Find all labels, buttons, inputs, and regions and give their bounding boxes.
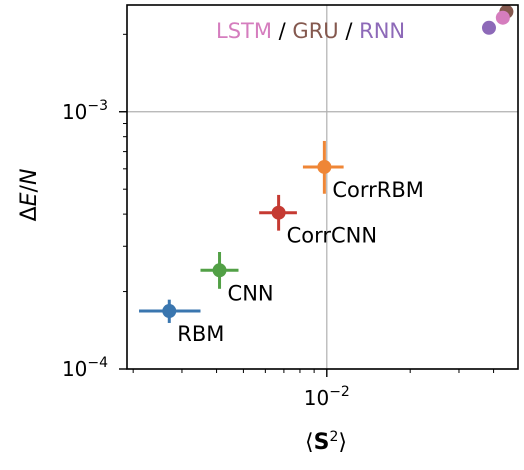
legend-text: LSTM / GRU / RNN	[216, 19, 405, 43]
point-group-cnn: CNN	[200, 251, 274, 305]
y-axis-label: ΔE/N	[17, 169, 42, 222]
point-corrcnn	[271, 205, 286, 220]
y-label-slash: /	[17, 184, 42, 192]
point-rnn	[481, 20, 496, 35]
legend-part-1: /	[272, 19, 292, 43]
x-label-sup: 2	[329, 429, 338, 445]
y-label-delta: Δ	[17, 206, 42, 221]
legend-part-3: /	[339, 19, 359, 43]
point-label-rbm: RBM	[177, 322, 224, 346]
legend-part-0: LSTM	[216, 19, 272, 43]
x-axis-label: ⟨S2⟩	[305, 429, 347, 455]
point-label-corrrbm: CorrRBM	[332, 178, 424, 202]
legend-part-4: RNN	[359, 19, 405, 43]
point-group-corrrbm: CorrRBM	[302, 140, 424, 202]
x-tick-label: 10−2	[304, 384, 350, 410]
point-corrrbm	[317, 159, 332, 174]
x-label-close: ⟩	[338, 430, 347, 455]
y-label-e: E	[17, 192, 42, 206]
point-label-corrcnn: CorrCNN	[287, 224, 378, 248]
point-cnn	[212, 263, 227, 278]
y-tick-label: 10−3	[62, 98, 108, 124]
x-label-open: ⟨	[305, 430, 314, 455]
point-rbm	[162, 304, 177, 319]
point-group-rnn	[481, 20, 496, 35]
y-tick-label: 10−4	[62, 355, 108, 381]
point-lstm	[495, 10, 510, 25]
x-label-symbol: S	[314, 430, 330, 455]
point-group-rbm: RBM	[139, 299, 224, 346]
grid-layer	[127, 5, 518, 370]
legend-part-2: GRU	[292, 19, 338, 43]
y-label-n: N	[17, 169, 42, 185]
point-group-lstm	[495, 10, 510, 25]
point-label-cnn: CNN	[228, 281, 274, 305]
point-group-corrcnn: CorrCNN	[259, 194, 378, 248]
plot-frame	[126, 4, 519, 370]
